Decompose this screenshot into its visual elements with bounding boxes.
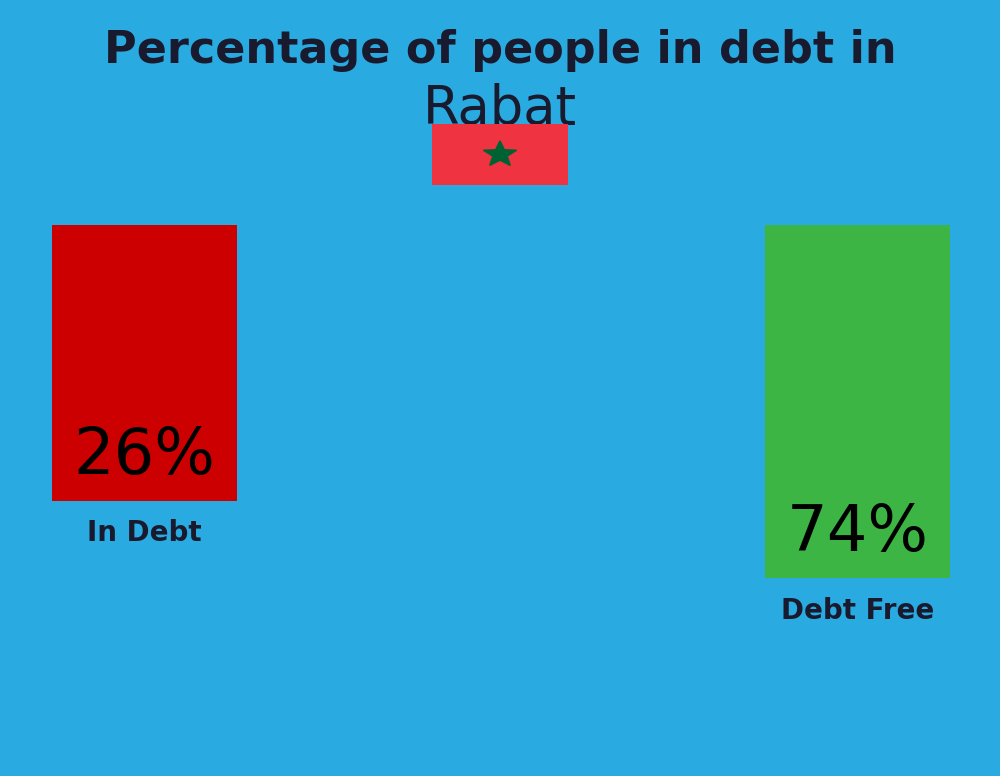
Text: Rabat: Rabat <box>423 82 577 135</box>
Text: In Debt: In Debt <box>87 519 202 547</box>
Polygon shape <box>483 140 517 165</box>
Text: Percentage of people in debt in: Percentage of people in debt in <box>104 29 896 72</box>
Text: 74%: 74% <box>787 502 929 564</box>
Text: 26%: 26% <box>74 424 215 487</box>
FancyBboxPatch shape <box>765 225 950 578</box>
FancyBboxPatch shape <box>52 225 237 501</box>
Text: Debt Free: Debt Free <box>781 597 934 625</box>
FancyBboxPatch shape <box>432 124 568 185</box>
